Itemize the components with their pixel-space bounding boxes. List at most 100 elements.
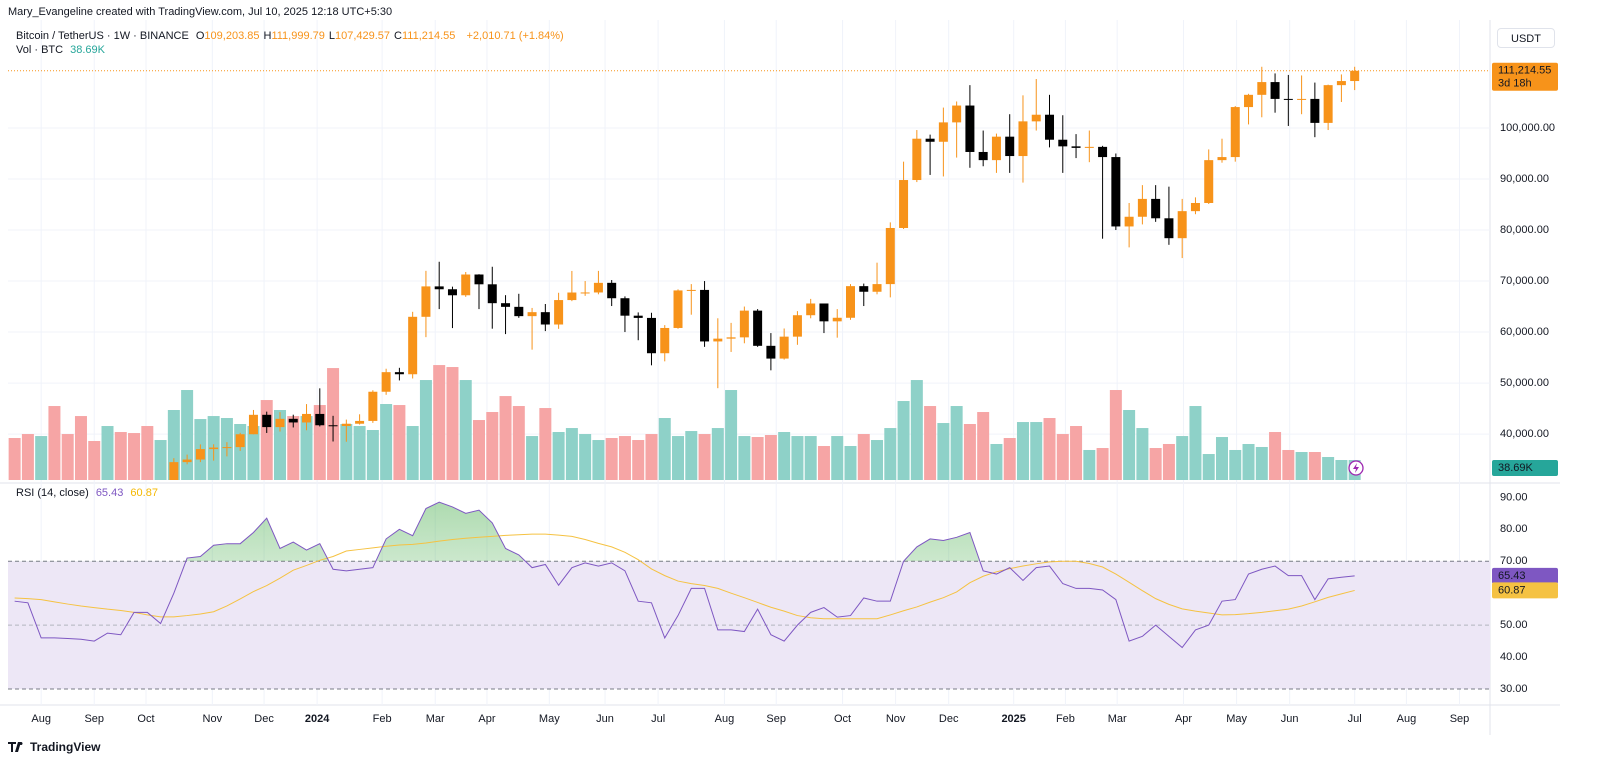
volume-bar	[658, 418, 671, 480]
candle-body	[1058, 139, 1068, 147]
volume-bar	[8, 438, 21, 480]
candle-body	[235, 434, 245, 448]
candle-body	[1177, 211, 1187, 239]
volume-bar	[74, 416, 87, 480]
volume-bar	[486, 412, 499, 480]
candle-body	[766, 345, 776, 359]
ohlc-value: 111,999.79	[271, 30, 325, 42]
x-tick-label: 2025	[1001, 713, 1025, 725]
x-tick-label: Jun	[1281, 713, 1299, 725]
ohlc-value: 107,429.57	[334, 30, 391, 42]
volume-bar	[1003, 438, 1016, 480]
candle-body	[620, 298, 630, 316]
candle-body	[1204, 160, 1214, 203]
y-tick-label: 40,000.00	[1500, 428, 1549, 440]
candle-body	[700, 289, 710, 342]
candle-body	[1111, 157, 1121, 227]
candle-body	[302, 413, 312, 423]
volume-bar	[446, 367, 459, 480]
candle-body	[952, 105, 962, 123]
candle-body	[660, 327, 670, 354]
volume-bar	[1109, 390, 1122, 480]
volume-bar	[393, 405, 406, 480]
x-tick-label: May	[1226, 713, 1247, 725]
candle-body	[1190, 202, 1200, 212]
volume-bar	[154, 440, 167, 480]
volume-bar	[512, 406, 525, 480]
x-tick-label: Mar	[426, 713, 445, 725]
candle-body	[1257, 82, 1267, 95]
volume-bar	[910, 380, 923, 480]
rsi-sma-line	[14, 533, 1355, 620]
volume-bar	[128, 433, 141, 480]
candle-body	[209, 447, 219, 450]
candle-body	[248, 414, 258, 435]
y-tick-label: 100,000.00	[1500, 122, 1555, 134]
candle-body	[328, 425, 338, 427]
volume-bar	[672, 436, 685, 480]
volume-bar	[419, 380, 432, 480]
volume-bar	[804, 436, 817, 480]
currency-button[interactable]: USDT	[1497, 28, 1555, 48]
candle-body	[341, 423, 351, 427]
volume-bar	[101, 426, 114, 480]
candle-body	[646, 317, 656, 354]
brand: TradingView	[30, 740, 101, 754]
ohlc-key: C	[394, 30, 402, 42]
x-tick-label: Sep	[1450, 713, 1470, 725]
x-tick-label: Apr	[1175, 713, 1192, 725]
candle-body	[633, 315, 643, 318]
volume-bar	[1016, 422, 1029, 480]
candle-body	[1217, 157, 1227, 161]
volume-bar	[1030, 422, 1043, 480]
rsi-tag-text: 65.43	[1498, 570, 1526, 582]
candle-body	[1323, 85, 1333, 123]
candle-body	[938, 122, 948, 142]
candle-body	[288, 418, 298, 423]
x-tick-label: Dec	[939, 713, 959, 725]
rsi-tick-label: 40.00	[1500, 651, 1528, 663]
candle-body	[739, 310, 749, 338]
symbol-legend: Bitcoin / TetherUS · 1W · BINANCE O109,2…	[16, 30, 568, 42]
candle-body	[1164, 218, 1174, 239]
candle-body	[1084, 146, 1094, 148]
x-tick-label: Feb	[373, 713, 392, 725]
candle-body	[1336, 81, 1346, 86]
volume-bar	[1255, 446, 1268, 480]
rsi-band	[8, 561, 1490, 690]
volume-bar	[884, 428, 897, 480]
volume-bar	[473, 420, 486, 480]
volume-bar	[817, 446, 830, 480]
last-price-tag-text: 111,214.55	[1498, 65, 1551, 77]
candle-body	[394, 372, 404, 375]
volume-bar	[645, 434, 658, 480]
x-tick-label: 2024	[305, 713, 330, 725]
volume-bar	[406, 426, 419, 480]
candle-body	[1045, 114, 1055, 140]
volume-bar	[1056, 434, 1069, 480]
volume-bar	[114, 432, 127, 480]
rsi-tick-label: 50.00	[1500, 619, 1528, 631]
volume-value: 38.69K	[70, 44, 106, 56]
volume-bar	[539, 408, 552, 480]
volume-bar	[181, 390, 194, 480]
candle-body	[673, 290, 683, 328]
candle-body	[872, 284, 882, 292]
x-tick-label: Jul	[1348, 713, 1362, 725]
volume-bar	[592, 440, 605, 480]
candle-body	[434, 286, 444, 290]
candle-body	[753, 310, 763, 346]
candle-body	[567, 292, 577, 301]
candle-body	[1230, 107, 1240, 158]
volume-bar	[764, 435, 777, 480]
volume-bar	[273, 410, 286, 480]
change: +2,010.71 (+1.84%)	[466, 30, 564, 42]
candle-body	[275, 418, 285, 428]
x-tick-label: Mar	[1108, 713, 1127, 725]
volume-bar	[287, 416, 300, 480]
volume-bar	[871, 440, 884, 480]
candle-body	[593, 282, 603, 293]
volume-bar	[844, 446, 857, 480]
y-tick-label: 50,000.00	[1500, 377, 1549, 389]
candle-body	[554, 300, 564, 325]
